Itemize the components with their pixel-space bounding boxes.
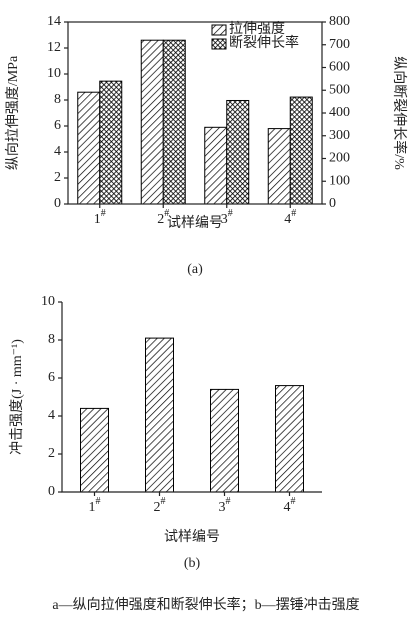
y-tick-label: 2 [54,170,61,185]
caption: a—纵向拉伸强度和断裂伸长率；b—摆锤冲击强度 [52,596,359,613]
bar [140,39,164,205]
y-tick-label: 10 [41,294,55,309]
bar [162,39,186,205]
y-tick-label: 0 [54,196,61,211]
x-tick-label: 2# [154,496,166,515]
y2-tick-label: 500 [329,82,350,97]
y-tick-label: 4 [54,144,61,159]
x-axis-label: 试样编号 [167,215,223,231]
legend-label: 拉伸强度 [229,21,285,37]
y2-tick-label: 0 [329,196,336,211]
y2-tick-label: 700 [329,37,350,52]
legend-swatch [211,24,227,36]
subtitle: (b) [184,556,201,571]
x-tick-label: 3# [221,208,233,227]
bar [145,337,174,493]
legend-swatch [211,38,227,50]
y-tick-label: 6 [54,118,61,133]
y-tick-label: 4 [48,408,55,423]
y-tick-label: 0 [48,484,55,499]
y-axis-label: 冲击强度(J · mm⁻¹) [9,339,25,455]
legend-label: 断裂伸长率 [229,34,299,51]
y-tick-label: 12 [47,40,61,55]
x-tick-label: 3# [219,496,231,515]
y2-tick-label: 300 [329,128,350,143]
bar [80,407,109,493]
y2-tick-label: 600 [329,60,350,75]
y2-tick-label: 100 [329,173,350,188]
bar [267,128,291,205]
y-tick-label: 10 [47,66,61,81]
subtitle: (a) [187,262,203,277]
y2-tick-label: 400 [329,105,350,120]
x-tick-label: 2# [157,208,169,227]
y-tick-label: 8 [48,332,55,347]
axes [61,302,322,493]
bar [77,91,101,205]
y-tick-label: 14 [47,14,61,29]
x-tick-label: 1# [94,208,106,227]
bar [99,80,123,205]
bar [204,126,228,205]
bar [275,385,304,493]
x-axis-label: 试样编号 [164,529,220,545]
y-tick-label: 6 [48,370,55,385]
y-tick-label: 8 [54,92,61,107]
bar [210,388,239,493]
bar [226,99,250,205]
y-axis-label: 纵向拉伸强度/MPa [5,55,21,170]
bar [289,96,313,205]
y2-tick-label: 200 [329,151,350,166]
x-tick-label: 4# [284,496,296,515]
plot-frame [67,21,323,205]
y2-axis-label: 纵向断裂伸长率/% [391,56,408,170]
x-tick-label: 4# [284,208,296,227]
y2-tick-label: 800 [329,14,350,29]
x-tick-label: 1# [89,496,101,515]
y-tick-label: 2 [48,446,55,461]
